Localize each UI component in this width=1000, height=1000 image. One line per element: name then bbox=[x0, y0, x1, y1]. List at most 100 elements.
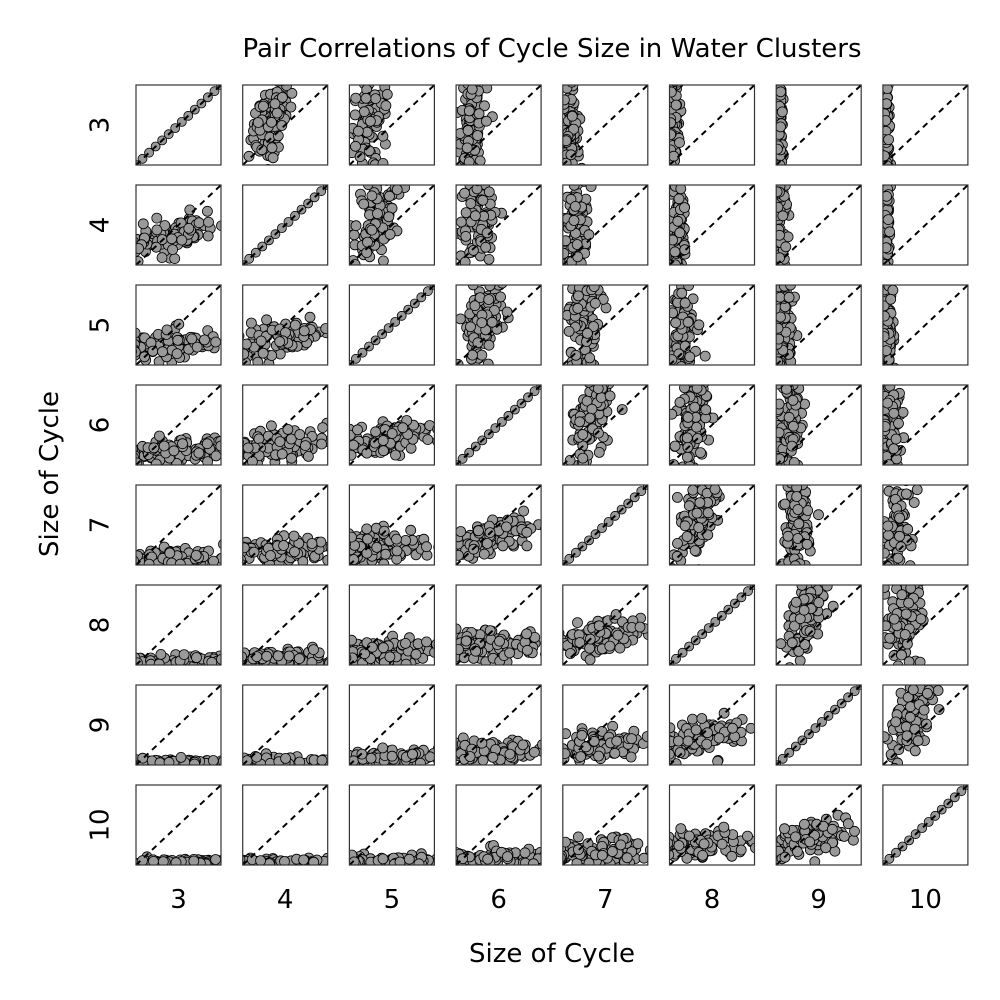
data-point bbox=[674, 137, 685, 149]
data-point bbox=[882, 98, 892, 110]
data-point bbox=[383, 168, 393, 178]
data-point bbox=[167, 244, 179, 256]
panel-5-vs-4 bbox=[242, 284, 329, 366]
data-point bbox=[110, 445, 120, 455]
data-point bbox=[882, 150, 890, 162]
data-point bbox=[888, 570, 898, 580]
data-point bbox=[436, 540, 446, 550]
data-point bbox=[124, 658, 134, 668]
data-point bbox=[894, 469, 904, 479]
data-point bbox=[472, 337, 484, 349]
data-point bbox=[171, 348, 183, 360]
panel-5-vs-5 bbox=[348, 284, 435, 366]
panel-points bbox=[669, 285, 755, 365]
data-point bbox=[476, 349, 488, 361]
data-point bbox=[362, 533, 374, 545]
reference-line bbox=[562, 585, 648, 665]
data-point bbox=[442, 643, 452, 653]
data-point bbox=[288, 530, 300, 542]
data-point bbox=[459, 285, 469, 295]
data-point bbox=[584, 654, 596, 665]
data-point bbox=[466, 370, 476, 380]
data-point bbox=[813, 573, 823, 583]
data-point bbox=[384, 651, 396, 663]
panel-frame bbox=[668, 184, 756, 266]
data-point bbox=[72, 659, 82, 669]
panel-points bbox=[669, 185, 755, 265]
panel-frame bbox=[135, 484, 222, 566]
data-point bbox=[882, 65, 892, 75]
data-point bbox=[489, 155, 499, 165]
data-point bbox=[584, 270, 594, 280]
panel-frame bbox=[562, 284, 649, 366]
data-point bbox=[880, 369, 890, 379]
data-point bbox=[242, 338, 252, 350]
data-point bbox=[116, 755, 126, 765]
data-point bbox=[210, 336, 221, 348]
data-point bbox=[113, 759, 123, 769]
data-point bbox=[225, 652, 235, 662]
data-point bbox=[95, 659, 105, 669]
data-point bbox=[444, 546, 454, 556]
panel-points bbox=[560, 73, 648, 165]
data-point bbox=[222, 341, 232, 351]
data-point bbox=[386, 428, 398, 439]
data-point bbox=[405, 442, 417, 454]
data-point bbox=[900, 608, 912, 620]
panel-points bbox=[880, 485, 968, 585]
data-point bbox=[890, 366, 900, 376]
reference-line bbox=[562, 285, 648, 365]
panel-points bbox=[669, 485, 755, 565]
data-point bbox=[884, 467, 894, 477]
reference-line bbox=[242, 485, 328, 565]
data-point bbox=[227, 226, 237, 236]
panel-frame bbox=[775, 184, 862, 266]
reference-line bbox=[242, 585, 328, 665]
data-point bbox=[92, 652, 102, 662]
data-point bbox=[378, 558, 390, 565]
data-point bbox=[586, 403, 598, 415]
data-point bbox=[349, 535, 351, 542]
data-point bbox=[400, 658, 412, 665]
data-point bbox=[105, 251, 115, 261]
data-point bbox=[884, 370, 894, 380]
reference-line bbox=[562, 185, 648, 265]
panel-8-vs-8 bbox=[668, 584, 756, 666]
data-point bbox=[799, 639, 811, 650]
data-point bbox=[896, 573, 906, 583]
data-point bbox=[108, 757, 118, 767]
data-point bbox=[265, 550, 276, 561]
data-point bbox=[903, 656, 915, 665]
data-point bbox=[86, 443, 96, 453]
data-point bbox=[224, 444, 234, 454]
panel-points bbox=[776, 385, 862, 465]
data-point bbox=[880, 265, 890, 275]
data-point bbox=[462, 68, 472, 78]
data-point bbox=[479, 100, 490, 112]
data-point bbox=[98, 549, 108, 559]
data-point bbox=[366, 224, 378, 236]
data-point bbox=[905, 585, 917, 594]
data-point bbox=[604, 640, 616, 652]
panel-points bbox=[776, 285, 862, 365]
data-point bbox=[405, 524, 417, 536]
data-point bbox=[473, 108, 485, 120]
data-point bbox=[242, 460, 244, 465]
data-point bbox=[467, 349, 478, 361]
data-point bbox=[702, 507, 714, 519]
data-point bbox=[893, 666, 903, 676]
data-point bbox=[115, 658, 125, 668]
panel-frame bbox=[668, 84, 756, 166]
data-point bbox=[780, 241, 792, 253]
data-point bbox=[360, 92, 372, 104]
data-point bbox=[107, 442, 117, 452]
data-point bbox=[880, 373, 890, 383]
data-point bbox=[202, 230, 214, 242]
data-point bbox=[114, 242, 124, 252]
panel-points bbox=[456, 285, 542, 380]
data-point bbox=[202, 456, 213, 465]
data-point bbox=[880, 575, 890, 585]
data-point bbox=[465, 321, 476, 333]
data-point bbox=[242, 547, 244, 555]
data-point bbox=[560, 73, 570, 83]
